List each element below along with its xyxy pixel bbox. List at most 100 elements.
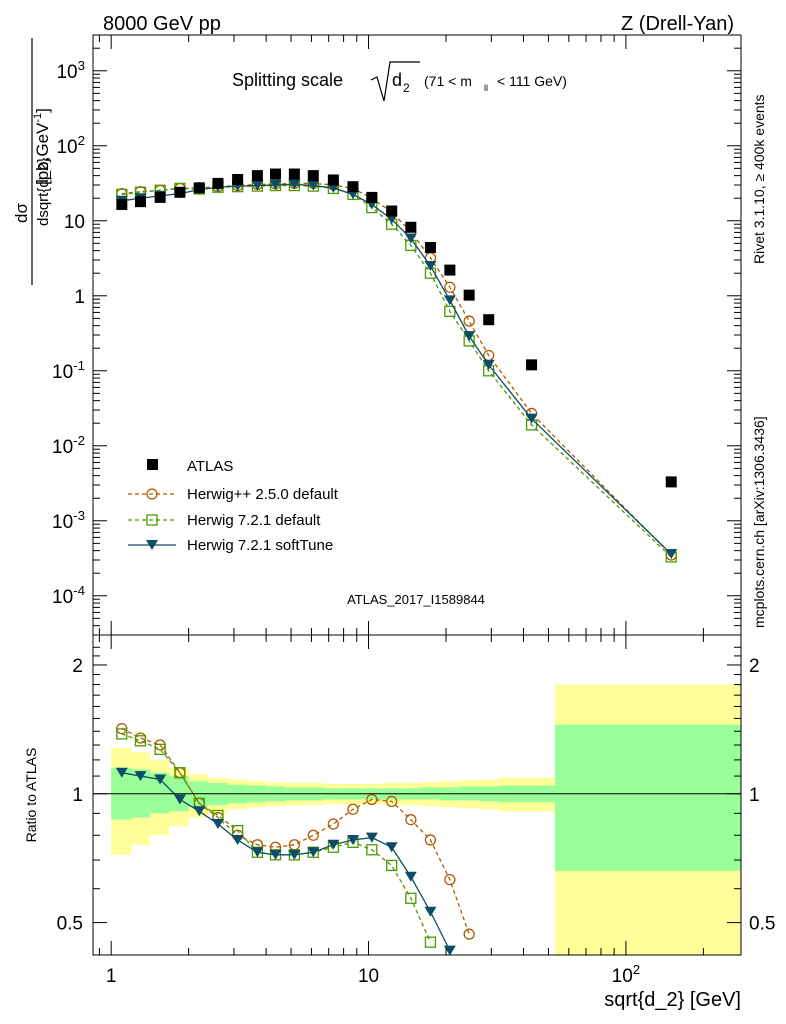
- atlas-square-marker: [307, 170, 319, 182]
- open-circle-marker: [386, 795, 398, 808]
- plot-title-cut-sub: ll: [484, 83, 488, 93]
- ratio-ticks: 1 10 102 0.5 0.5 1 1 2 2: [57, 635, 775, 987]
- down-triangle-marker: [115, 767, 128, 778]
- legend-item-atlas: ATLAS: [147, 458, 233, 475]
- mc-curve-0: [121, 182, 672, 556]
- open-circle-marker: [424, 834, 437, 846]
- plot-title-prefix: Splitting scale: [232, 70, 343, 90]
- ratio-y-tick-label-right: 0.5: [749, 914, 775, 935]
- plot-title-symbol: d: [392, 70, 402, 90]
- atlas-square-marker: [366, 191, 378, 203]
- down-triangle-marker: [424, 260, 437, 271]
- x-tick-label: 102: [612, 962, 641, 987]
- down-triangle-marker: [404, 233, 417, 244]
- y-tick-label: 10-3: [52, 508, 85, 533]
- x-tick-label: 1: [106, 966, 117, 987]
- y-tick-label: 103: [56, 58, 85, 83]
- atlas-square-marker: [665, 476, 677, 488]
- down-triangle-marker: [482, 359, 495, 370]
- x-axis-label: sqrt{d_2} [GeV]: [604, 989, 741, 1011]
- svg-text:[pb,GeV-1]: [pb,GeV-1]: [32, 108, 52, 185]
- atlas-square-marker: [251, 170, 263, 182]
- legend-open-square-icon: [146, 514, 158, 526]
- plot-title: Splitting scale d 2 (71 < m ll < 111 GeV…: [232, 61, 567, 102]
- atlas-square-marker: [347, 181, 359, 193]
- open-circle-marker: [444, 873, 456, 886]
- atlas-square-marker: [212, 177, 224, 189]
- down-triangle-marker: [269, 180, 282, 190]
- atlas-square-marker: [174, 186, 186, 198]
- open-square-marker: [386, 859, 398, 872]
- down-triangle-marker: [665, 549, 678, 560]
- down-triangle-marker: [404, 871, 417, 882]
- energy-label: 8000 GeV pp: [103, 13, 221, 35]
- atlas-square-marker: [269, 168, 281, 180]
- svg-text:ATLAS: ATLAS: [187, 458, 233, 475]
- down-triangle-marker: [385, 842, 398, 853]
- down-triangle-marker: [525, 413, 538, 424]
- open-square-marker: [116, 728, 128, 740]
- down-triangle-marker: [193, 806, 206, 817]
- y-tick-label: 10-1: [52, 358, 85, 383]
- down-triangle-marker: [269, 849, 282, 860]
- y-tick-label: 10-2: [52, 433, 85, 458]
- svg-text:dsqrt{d_2}: dsqrt{d_2}: [35, 158, 52, 226]
- atlas-square-marker: [405, 221, 417, 233]
- plot-title-cut-suffix: < 111 GeV): [497, 73, 567, 89]
- open-square-marker: [444, 305, 456, 318]
- legend: ATLAS Herwig++ 2.5.0 default Herwig 7.2.…: [128, 458, 339, 554]
- atlas-points: [116, 168, 677, 488]
- sqrt-icon: [370, 61, 420, 102]
- ratio-curve-0: [121, 728, 470, 935]
- open-circle-marker: [347, 803, 359, 815]
- ratio-frame: [92, 634, 742, 956]
- mcplots-label: mcplots.cern.ch [arXiv:1306.3436]: [751, 416, 767, 628]
- ratio-y-axis-label: Ratio to ATLAS: [23, 748, 39, 843]
- down-triangle-marker: [231, 834, 244, 845]
- y-tick-label: 10: [64, 212, 85, 233]
- rivet-label: Rivet 3.1.10, ≥ 400k events: [751, 94, 767, 264]
- legend-square-marker-icon: [147, 459, 158, 470]
- atlas-square-marker: [526, 359, 538, 371]
- atlas-square-marker: [327, 174, 339, 186]
- down-triangle-marker: [307, 847, 320, 858]
- down-triangle-marker: [346, 834, 359, 845]
- svg-text:dσ: dσ: [12, 203, 31, 223]
- ratio-curves: [115, 722, 475, 955]
- open-square-marker: [424, 936, 437, 948]
- y-tick-label: 102: [56, 133, 85, 158]
- stat-uncertainty-band: [554, 724, 741, 872]
- legend-down-triangle-icon: [146, 540, 158, 550]
- open-circle-marker: [327, 818, 340, 830]
- down-triangle-marker: [251, 847, 264, 858]
- atlas-square-marker: [193, 182, 205, 194]
- atlas-square-marker: [483, 314, 495, 326]
- down-triangle-marker: [154, 774, 167, 785]
- atlas-square-marker: [116, 198, 128, 210]
- atlas-square-marker: [424, 242, 436, 254]
- down-triangle-marker: [463, 331, 476, 342]
- plot-title-subscript: 2: [403, 81, 410, 95]
- open-square-marker: [405, 892, 417, 904]
- legend-open-circle-icon: [146, 488, 158, 500]
- x-tick-label: 10: [358, 966, 379, 987]
- down-triangle-marker: [173, 794, 186, 805]
- open-circle-marker: [366, 793, 378, 806]
- open-square-marker: [134, 735, 147, 747]
- atlas-square-marker: [232, 174, 244, 186]
- down-triangle-marker: [327, 839, 340, 850]
- analysis-id: ATLAS_2017_I1589844: [347, 592, 485, 607]
- down-triangle-marker: [385, 214, 398, 225]
- svg-text:Herwig 7.2.1 softTune: Herwig 7.2.1 softTune: [187, 537, 333, 554]
- y-tick-label: 10-4: [52, 583, 85, 608]
- open-square-marker: [154, 743, 166, 756]
- open-circle-marker: [463, 928, 475, 940]
- y-tick-label: 1: [74, 287, 85, 308]
- plot-title-cut: (71 < m: [424, 73, 472, 89]
- atlas-square-marker: [154, 191, 166, 203]
- open-square-marker: [174, 767, 186, 779]
- down-triangle-marker: [288, 179, 301, 190]
- legend-item-herwigpp: Herwig++ 2.5.0 default: [128, 486, 339, 503]
- legend-item-herwig721: Herwig 7.2.1 default: [128, 512, 321, 529]
- open-circle-marker: [444, 281, 456, 293]
